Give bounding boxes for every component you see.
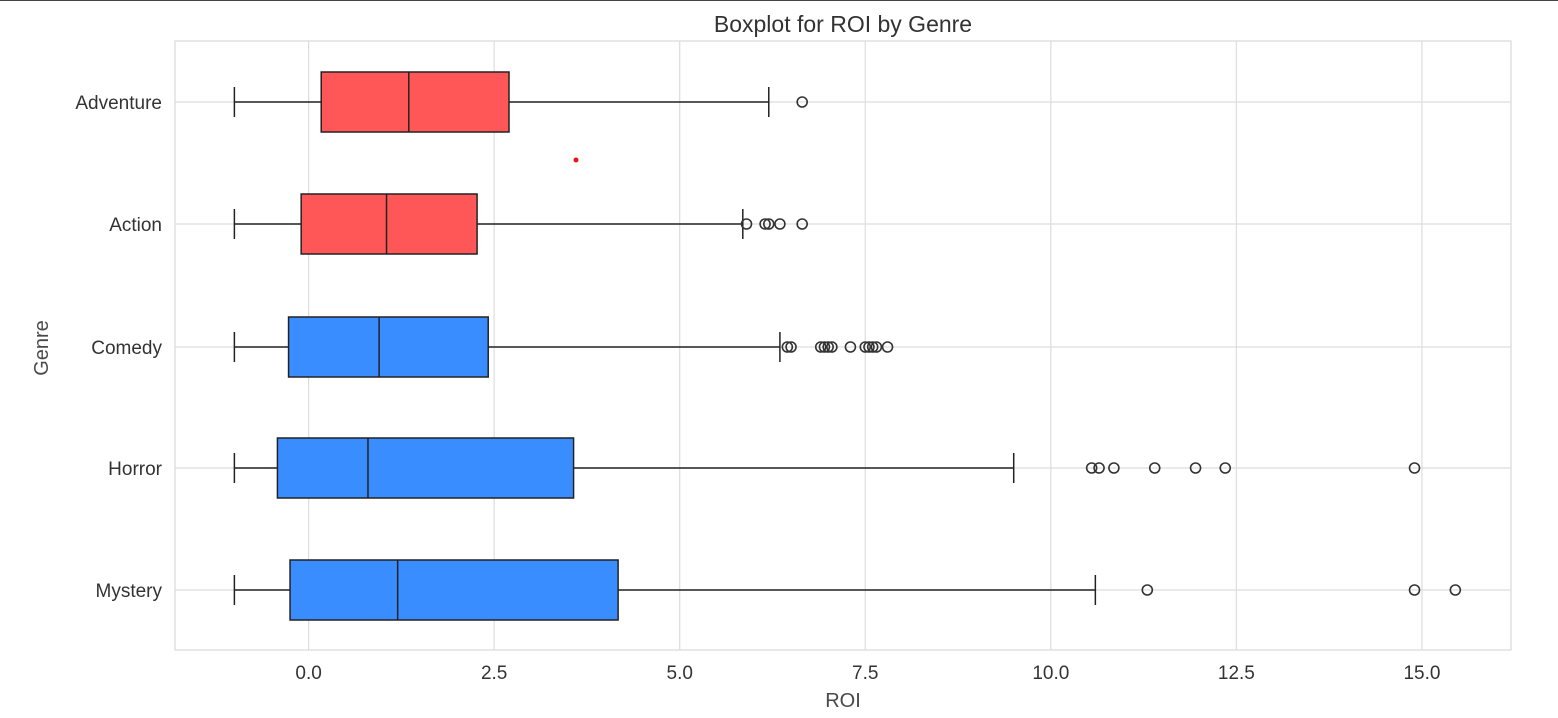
x-tick-label: 12.5: [1218, 663, 1255, 684]
iqr-box: [287, 316, 489, 378]
outlier-point: [822, 341, 834, 353]
outlier-point: [1219, 462, 1232, 474]
box-layer: [233, 71, 1462, 621]
outlier-point: [1085, 462, 1098, 474]
x-tick-label: 5.0: [667, 663, 693, 684]
box-adventure: [233, 71, 808, 133]
y-tick-label: Adventure: [75, 93, 162, 114]
iqr-box: [276, 437, 575, 499]
outlier-point: [814, 341, 827, 353]
outlier-point: [859, 341, 872, 353]
outlier-point: [796, 96, 808, 108]
outlier-point: [785, 341, 797, 353]
outlier-point: [1408, 584, 1421, 596]
outlier-point: [881, 341, 894, 353]
x-tick-label: 7.5: [852, 663, 878, 684]
box-mystery: [233, 559, 1462, 621]
x-tick-label: 10.0: [1032, 663, 1069, 684]
y-tick-label: Comedy: [91, 338, 162, 359]
outlier-point: [774, 218, 786, 230]
outlier-point: [870, 341, 883, 353]
tick-layer: 0.0 2.5 5.0 7.5 10.0 12.5 15.0 Adventure Action C…: [75, 93, 1440, 684]
outlier-point: [1093, 462, 1105, 474]
outlier-point: [1408, 462, 1421, 474]
outlier-point: [796, 218, 808, 230]
outlier-point: [1108, 462, 1120, 474]
window-top-border: [0, 0, 1558, 1]
iqr-box: [300, 193, 478, 255]
outlier-point: [1449, 584, 1462, 596]
x-tick-label: 0.0: [295, 663, 321, 684]
chart-title: Boxplot for ROI by Genre: [714, 11, 972, 37]
outlier-point: [844, 341, 857, 353]
y-tick-label: Action: [109, 215, 162, 236]
outlier-point: [863, 341, 875, 353]
x-tick-label: 15.0: [1403, 663, 1440, 684]
outlier-point: [762, 218, 775, 230]
outlier-point: [781, 341, 794, 353]
x-tick-label: 2.5: [481, 663, 507, 684]
box-comedy: [233, 316, 894, 378]
outlier-point: [866, 341, 879, 353]
iqr-box: [289, 559, 619, 621]
outlier-point: [1148, 462, 1161, 474]
outlier-point: [818, 341, 831, 353]
red-dot-marker: [573, 157, 579, 163]
plot-area-frame: [174, 40, 1512, 651]
outlier-point: [1141, 584, 1154, 596]
outlier-point: [826, 341, 838, 353]
outlier-point: [759, 218, 771, 230]
iqr-box: [320, 71, 510, 133]
outlier-point: [1189, 462, 1202, 474]
y-tick-label: Horror: [108, 459, 163, 480]
box-horror: [233, 437, 1421, 499]
y-tick-label: Mystery: [96, 581, 163, 602]
x-axis-label: ROI: [825, 690, 861, 712]
outlier-point: [740, 218, 753, 230]
y-axis-label: Genre: [31, 320, 53, 376]
box-action: [233, 193, 808, 255]
